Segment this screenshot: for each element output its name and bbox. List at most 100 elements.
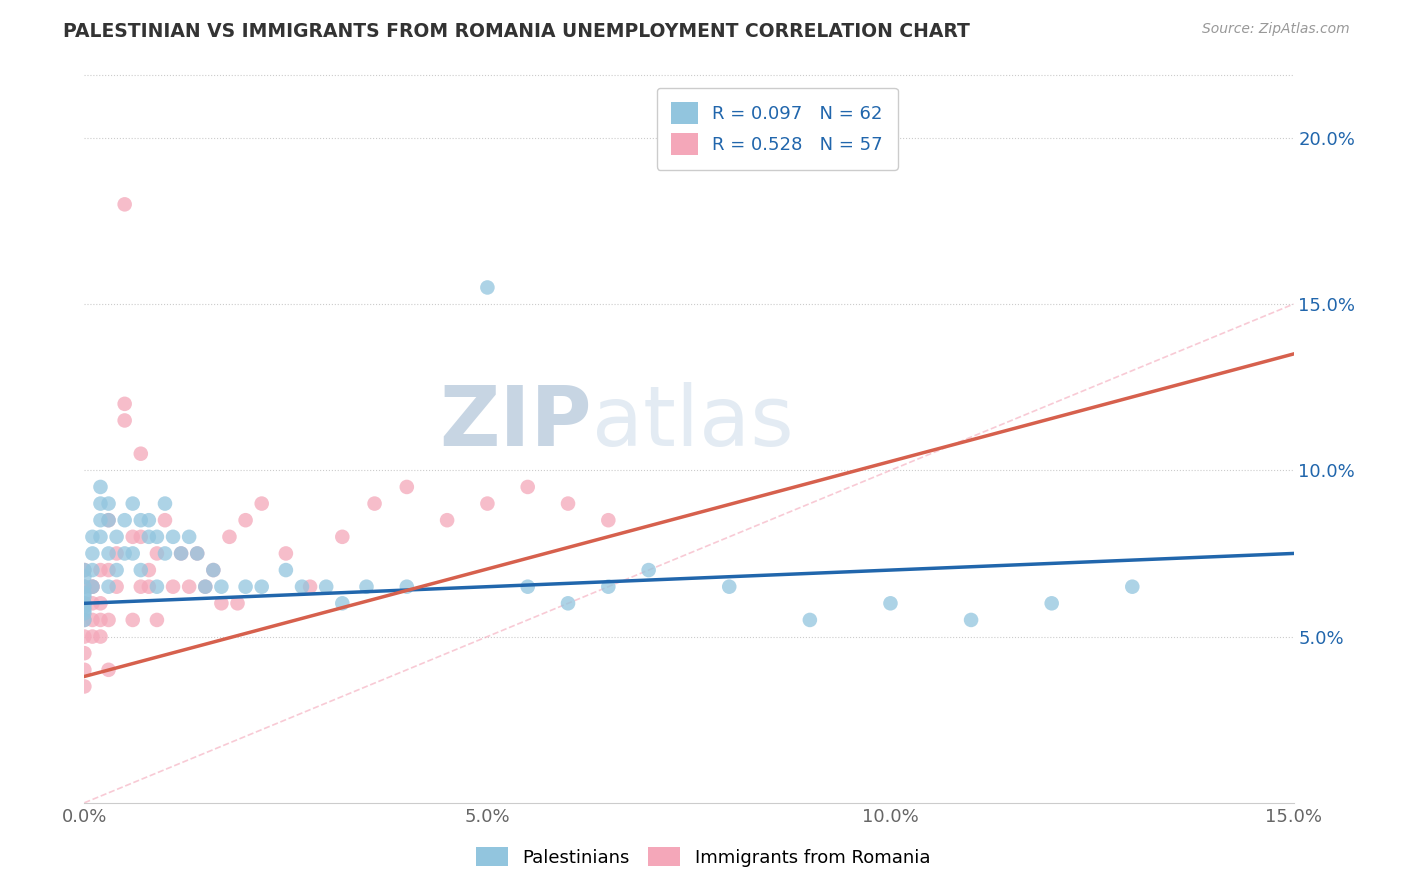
Point xyxy=(170,546,193,560)
Point xyxy=(82,613,104,627)
Point xyxy=(146,580,169,594)
Point xyxy=(291,580,314,594)
Point xyxy=(73,563,96,577)
Point xyxy=(477,497,499,511)
Legend: Palestinians, Immigrants from Romania: Palestinians, Immigrants from Romania xyxy=(468,840,938,874)
Point xyxy=(89,630,111,644)
Point xyxy=(516,480,538,494)
Point xyxy=(598,513,620,527)
Point xyxy=(114,197,136,211)
Point xyxy=(73,607,96,621)
Point xyxy=(194,580,217,594)
Point xyxy=(97,613,120,627)
Point xyxy=(73,680,96,694)
Point xyxy=(226,596,249,610)
Point xyxy=(274,546,297,560)
Point xyxy=(153,513,176,527)
Point xyxy=(82,563,104,577)
Point xyxy=(82,546,104,560)
Point xyxy=(97,497,120,511)
Point xyxy=(186,546,208,560)
Point xyxy=(73,599,96,614)
Point xyxy=(179,530,201,544)
Point xyxy=(146,613,169,627)
Point xyxy=(97,580,120,594)
Point xyxy=(363,497,385,511)
Point xyxy=(138,580,160,594)
Point xyxy=(73,613,96,627)
Point xyxy=(557,596,579,610)
Point xyxy=(209,596,232,610)
Point xyxy=(114,546,136,560)
Text: atlas: atlas xyxy=(592,382,794,463)
Point xyxy=(138,513,160,527)
Point xyxy=(436,513,458,527)
Point xyxy=(73,613,96,627)
Point xyxy=(162,530,184,544)
Point xyxy=(186,546,208,560)
Point xyxy=(73,586,96,600)
Point xyxy=(153,546,176,560)
Point xyxy=(97,663,120,677)
Point xyxy=(89,563,111,577)
Point xyxy=(89,480,111,494)
Point xyxy=(89,513,111,527)
Point xyxy=(97,513,120,527)
Point xyxy=(82,580,104,594)
Point xyxy=(89,596,111,610)
Point xyxy=(395,480,418,494)
Point xyxy=(89,497,111,511)
Point xyxy=(82,580,104,594)
Point xyxy=(170,546,193,560)
Point xyxy=(330,596,353,610)
Point xyxy=(73,570,96,584)
Point xyxy=(82,630,104,644)
Point xyxy=(557,497,579,511)
Point xyxy=(235,513,257,527)
Point xyxy=(97,563,120,577)
Point xyxy=(1040,596,1063,610)
Point xyxy=(598,580,620,594)
Point xyxy=(209,580,232,594)
Point xyxy=(97,546,120,560)
Point xyxy=(162,580,184,594)
Point xyxy=(138,530,160,544)
Point xyxy=(138,563,160,577)
Point xyxy=(129,513,152,527)
Point xyxy=(73,596,96,610)
Point xyxy=(202,563,225,577)
Point xyxy=(299,580,322,594)
Point xyxy=(250,497,273,511)
Point xyxy=(356,580,378,594)
Point xyxy=(129,447,152,461)
Point xyxy=(129,530,152,544)
Point xyxy=(89,530,111,544)
Point xyxy=(114,513,136,527)
Point xyxy=(73,646,96,660)
Point xyxy=(73,630,96,644)
Point xyxy=(637,563,659,577)
Point xyxy=(146,546,169,560)
Point xyxy=(129,563,152,577)
Point xyxy=(516,580,538,594)
Point xyxy=(153,497,176,511)
Text: Source: ZipAtlas.com: Source: ZipAtlas.com xyxy=(1202,22,1350,37)
Point xyxy=(799,613,821,627)
Point xyxy=(105,546,128,560)
Point xyxy=(121,497,143,511)
Point xyxy=(105,563,128,577)
Point xyxy=(879,596,901,610)
Point xyxy=(114,413,136,427)
Point xyxy=(114,397,136,411)
Point xyxy=(315,580,337,594)
Point xyxy=(194,580,217,594)
Point xyxy=(1121,580,1143,594)
Point xyxy=(129,580,152,594)
Point xyxy=(121,530,143,544)
Point xyxy=(960,613,983,627)
Point xyxy=(274,563,297,577)
Point xyxy=(395,580,418,594)
Point xyxy=(73,590,96,604)
Point xyxy=(73,580,96,594)
Point xyxy=(202,563,225,577)
